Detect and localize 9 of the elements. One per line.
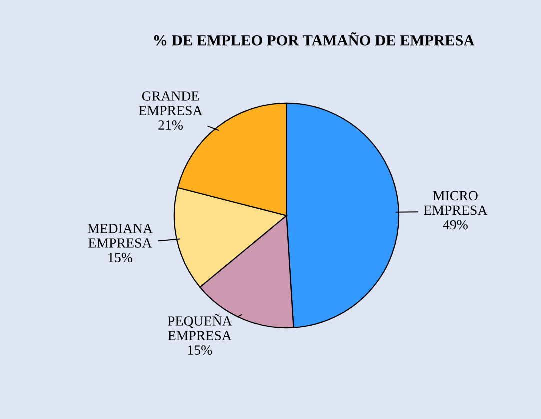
data-label: 49% xyxy=(443,220,468,230)
slice-label: GRANDE EMPRESA xyxy=(139,92,203,116)
chart-title: % DE EMPLEO POR TAMAÑO DE EMPRESA xyxy=(154,32,475,46)
slice-label: MICRO EMPRESA xyxy=(424,191,488,216)
slice-label: MEDIANA EMPRESA xyxy=(88,224,153,248)
data-label: 15% xyxy=(108,253,132,262)
slice-label: PEQUEÑA EMPRESA xyxy=(168,314,232,340)
data-label: 21% xyxy=(158,120,183,130)
data-label: 15% xyxy=(188,346,212,356)
